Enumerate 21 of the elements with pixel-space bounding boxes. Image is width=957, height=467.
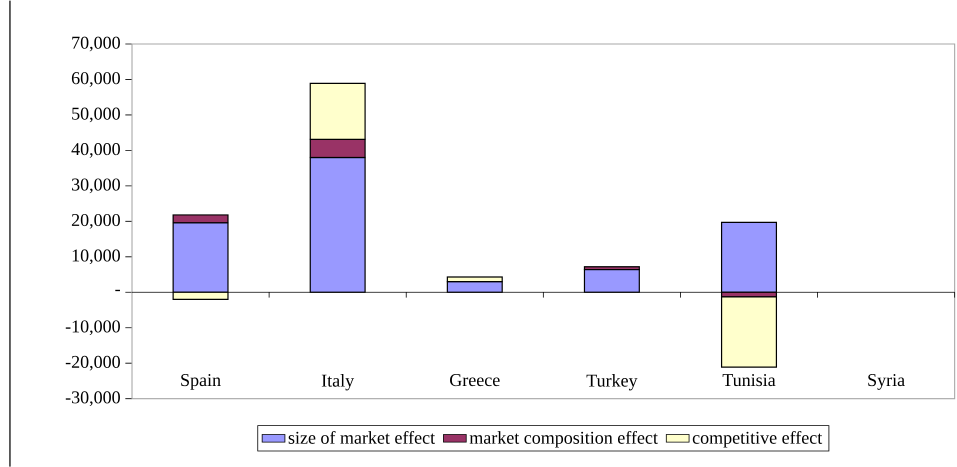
x-tick-label: Greece — [450, 374, 500, 386]
y-tick-label: 20,000 — [72, 214, 120, 229]
legend-label: market composition effect — [470, 430, 658, 448]
x-tick-label: Syria — [868, 374, 905, 390]
y-tick-label: 70,000 — [72, 36, 120, 52]
x-tick-label: Turkey — [586, 374, 638, 390]
y-tick-label: 60,000 — [72, 72, 120, 87]
y-tick-label: 30,000 — [72, 178, 120, 194]
x-tick-label: Spain — [181, 374, 221, 390]
y-tick-label: - — [115, 290, 120, 291]
x-tick-label: Italy — [322, 374, 354, 390]
y-tick-label: 40,000 — [71, 142, 120, 158]
legend-label: competitive effect — [692, 430, 822, 448]
bar — [720, 222, 778, 293]
y-tick-label: -10,000 — [66, 320, 120, 335]
legend-label: size of market effect — [288, 430, 435, 444]
y-tick-label: -30,000 — [66, 391, 120, 406]
y-tick-label: 10,000 — [72, 249, 120, 264]
x-tick-label: Tunisia — [722, 374, 776, 386]
y-tick-label: 50,000 — [72, 107, 120, 122]
y-tick-label: -20,000 — [66, 356, 120, 370]
